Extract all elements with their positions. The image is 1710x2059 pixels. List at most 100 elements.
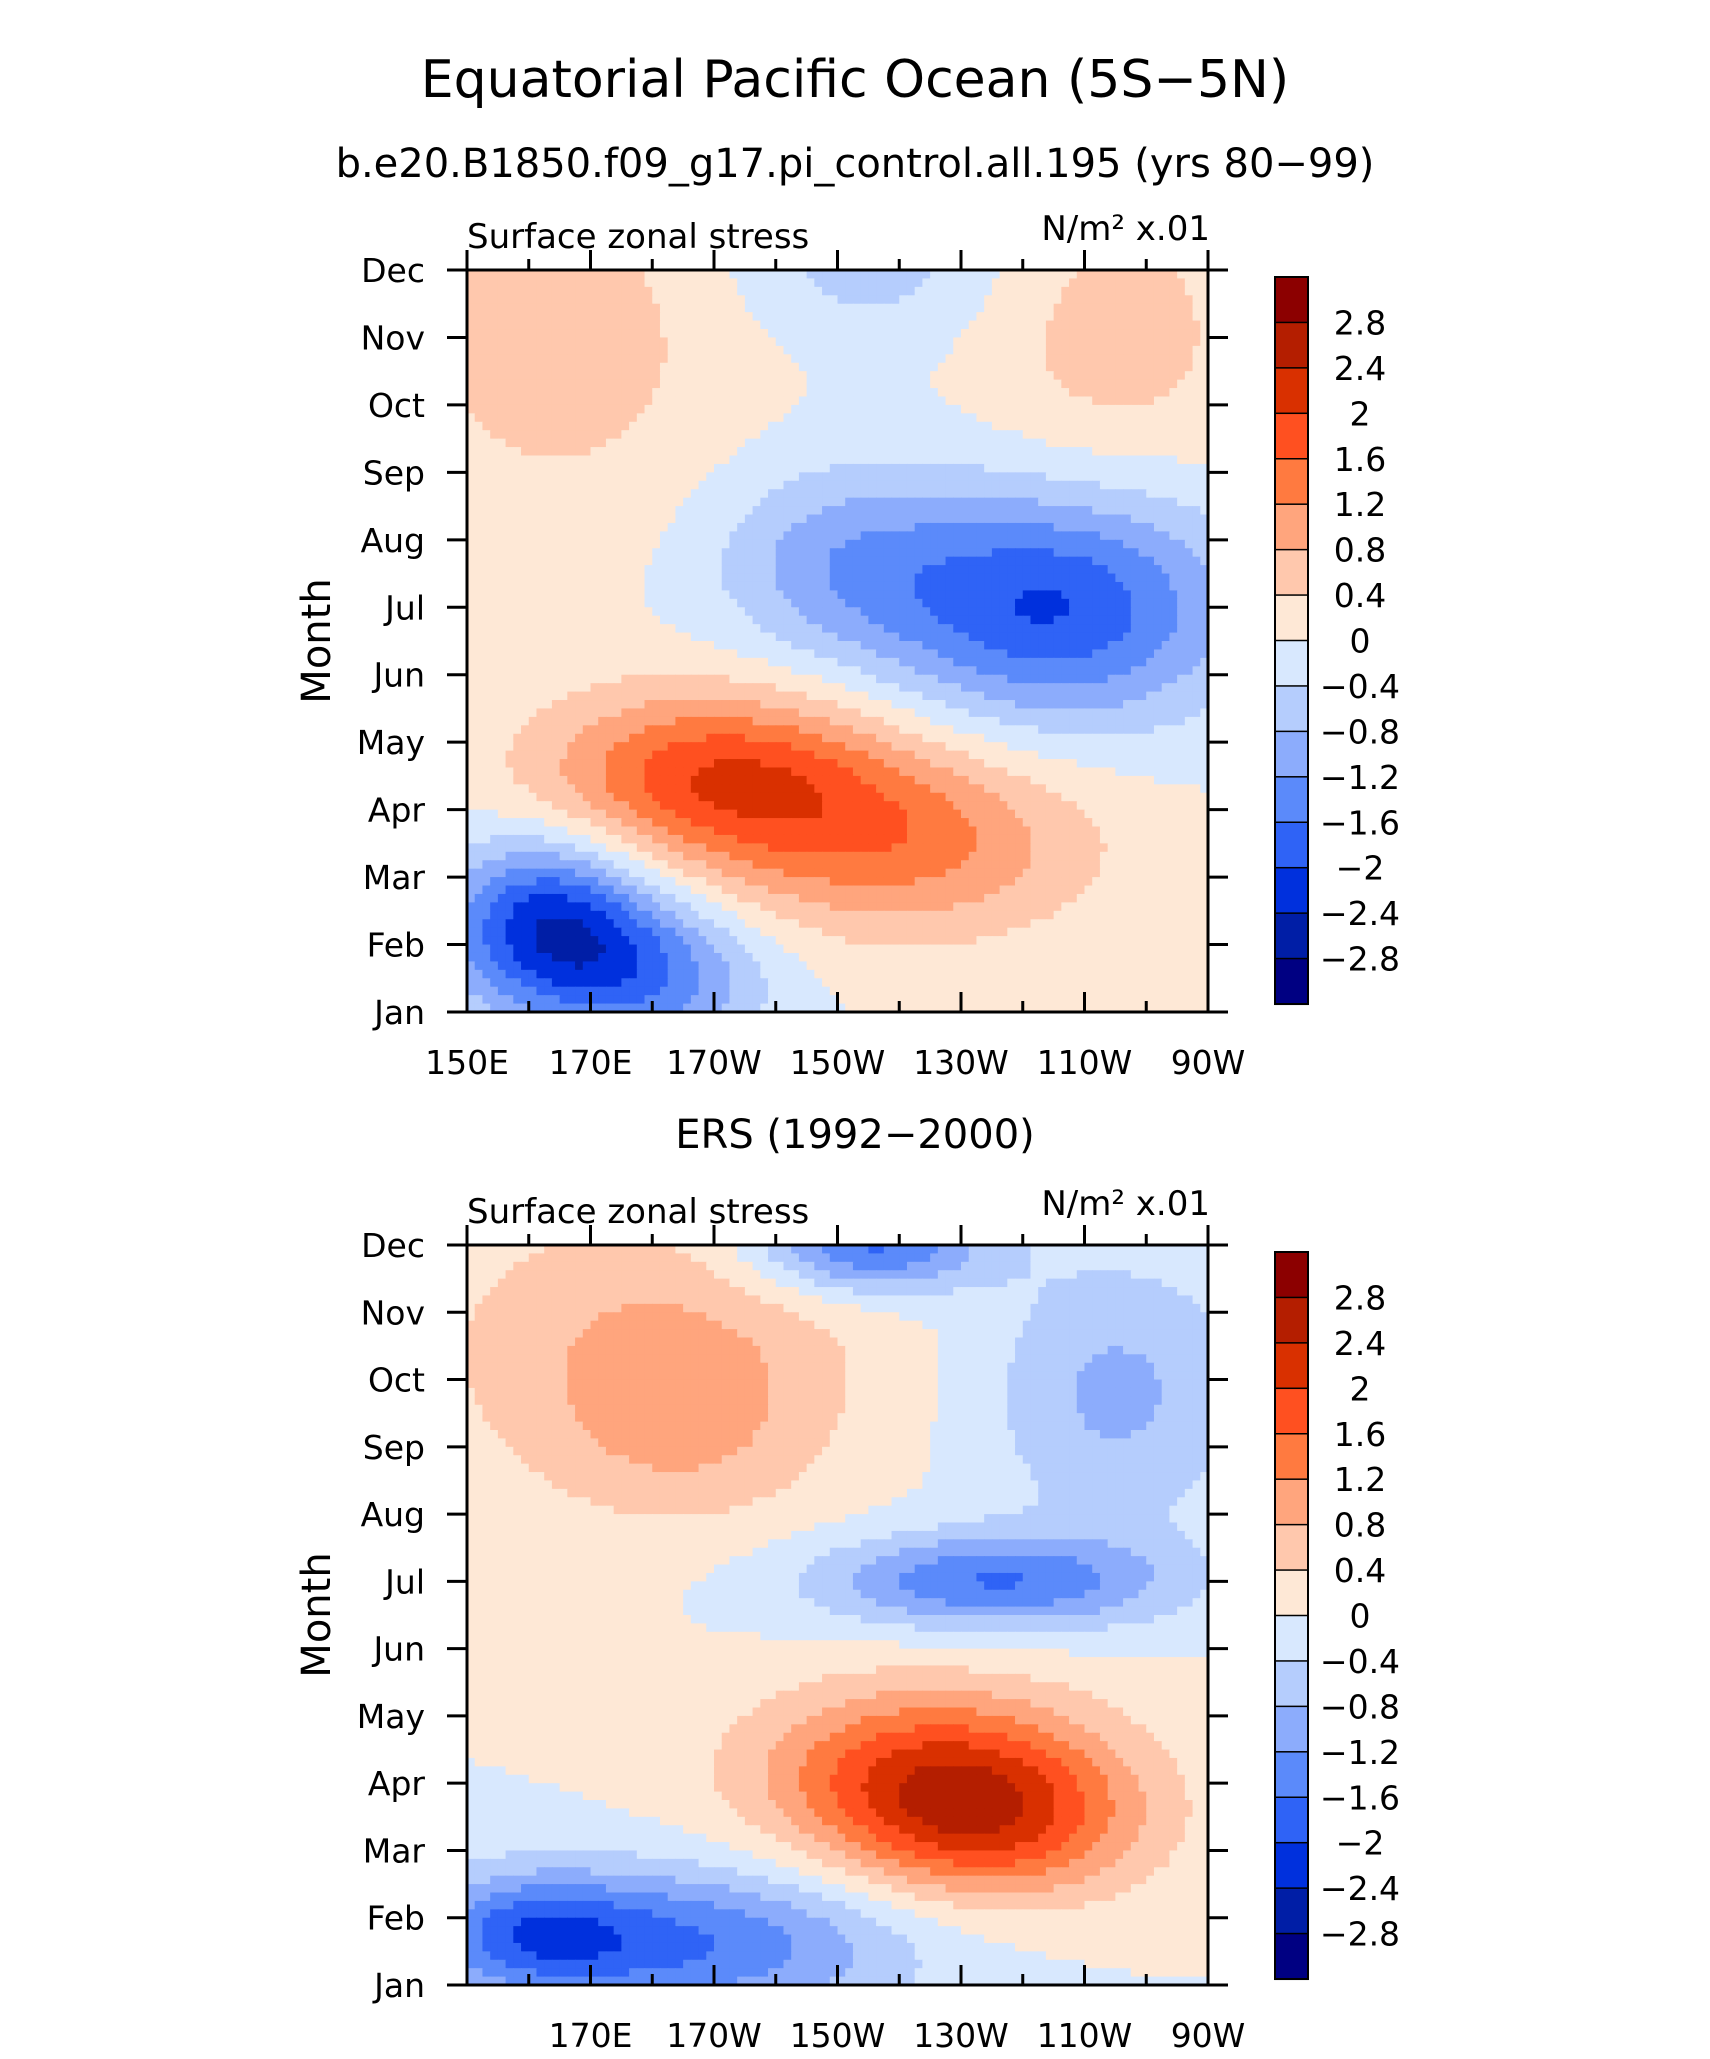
contour-cell [976,666,985,676]
contour-cell [868,598,877,608]
contour-cell [1076,480,1086,490]
contour-cell [1153,590,1163,600]
contour-cell [991,641,1001,651]
contour-cell [914,320,924,330]
contour-cell [582,312,592,322]
contour-cell [760,270,769,280]
contour-cell [891,270,900,280]
contour-cell [814,489,823,499]
contour-cell [1115,472,1124,482]
contour-cell [968,371,978,381]
contour-cell [876,430,885,440]
contour-cell [667,455,677,465]
contour-cell [1169,581,1178,592]
contour-cell [544,329,553,339]
contour-cell [613,345,622,355]
contour-cell [1061,556,1070,566]
contour-cell [605,438,615,448]
contour-cell [1123,489,1132,499]
contour-cell [513,430,522,440]
contour-cell [1030,581,1039,592]
contour-cell [1038,354,1047,364]
contour-cell [1084,421,1093,431]
contour-cell [822,632,831,642]
contour-cell [1161,632,1171,642]
contour-cell [1007,388,1016,398]
contour-cell [945,295,954,305]
contour-cell [1138,329,1147,339]
contour-cell [752,700,761,710]
contour-cell [1130,430,1140,440]
contour-cell [598,556,607,566]
contour-cell [582,649,592,659]
contour-cell [791,531,800,541]
contour-cell [667,548,677,558]
contour-cell [768,337,777,347]
contour-cell [1146,497,1155,507]
contour-cell [744,480,754,490]
contour-cell [636,388,646,398]
contour-cell [652,438,661,448]
contour-cell [474,590,484,600]
contour-cell [906,607,916,617]
contour-cell [829,700,839,710]
contour-cell [1177,531,1186,541]
contour-cell [528,531,538,541]
contour-cell [636,463,646,473]
contour-cell [783,539,792,549]
contour-cell [636,379,646,389]
contour-cell [559,303,568,313]
contour-cell [551,396,561,406]
contour-cell [544,480,553,490]
contour-cell [1169,632,1178,642]
contour-cell [760,312,769,322]
contour-cell [791,514,800,524]
contour-cell [883,590,893,600]
contour-cell [659,430,669,440]
contour-cell [636,489,646,499]
contour-cell [1130,329,1140,339]
contour-cell [991,320,1001,330]
contour-cell [474,649,484,659]
contour-cell [914,683,924,693]
contour-cell [690,362,700,372]
contour-cell [1192,312,1201,322]
contour-cell [1022,430,1032,440]
contour-cell [544,700,553,710]
contour-cell [675,691,684,701]
contour-cell [914,430,924,440]
contour-cell [729,379,738,389]
contour-cell [852,329,862,339]
contour-cell [729,514,738,524]
contour-cell [729,700,738,710]
contour-cell [798,683,808,693]
contour-cell [760,489,769,499]
contour-cell [675,506,684,516]
contour-cell [1084,463,1093,473]
contour-cell [644,421,653,431]
contour-cell [991,329,1001,339]
contour-cell [474,522,484,532]
contour-cell [1030,354,1039,364]
contour-cell [783,421,792,431]
contour-cell [1030,447,1039,457]
contour-cell [567,539,576,549]
contour-cell [636,371,646,381]
contour-cell [1015,649,1024,659]
contour-cell [1200,438,1209,448]
contour-cell [876,388,885,398]
contour-cell [1030,514,1039,524]
contour-cell [876,379,885,389]
contour-cell [999,489,1008,499]
contour-cell [984,514,993,524]
contour-cell [652,421,661,431]
contour-cell [937,691,947,701]
contour-cell [1184,624,1194,634]
contour-cell [837,404,846,414]
contour-cell [1123,683,1132,693]
contour-cell [1015,506,1024,516]
contour-cell [783,548,792,558]
contour-cell [744,598,754,608]
contour-cell [984,590,993,600]
contour-cell [629,514,638,524]
